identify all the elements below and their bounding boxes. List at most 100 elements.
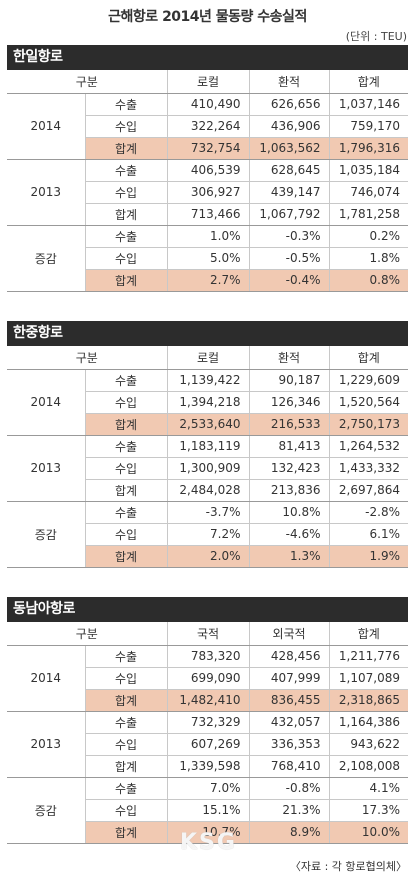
cell: 1,063,562 bbox=[248, 137, 329, 160]
cell: 1,067,792 bbox=[248, 203, 329, 226]
row-label: 합계 bbox=[84, 689, 167, 712]
cell: 126,346 bbox=[248, 391, 329, 414]
cell: 1.9% bbox=[328, 545, 408, 568]
cell: 746,074 bbox=[328, 181, 408, 204]
total-row: 합계 2,533,640 216,533 2,750,173 bbox=[7, 413, 408, 436]
cell: 768,410 bbox=[248, 755, 329, 778]
group-label: 2013 bbox=[7, 711, 85, 778]
cell: 836,455 bbox=[248, 689, 329, 712]
cell: 10.0% bbox=[328, 821, 408, 844]
header-col-2: 환적 bbox=[248, 70, 329, 94]
group-label: 2013 bbox=[7, 435, 85, 502]
table-header-row: 구분 로컬 환적 합계 bbox=[7, 70, 408, 94]
cell: 2,750,173 bbox=[328, 413, 408, 436]
cell: 410,490 bbox=[166, 93, 249, 116]
cell: 1,781,258 bbox=[328, 203, 408, 226]
table-row: 2013 수출 732,329 432,057 1,164,386 bbox=[7, 711, 408, 778]
table-row: 2014 수출 410,490 626,656 1,037,146 bbox=[7, 93, 408, 160]
table-row: 2013 수출 406,539 628,645 1,035,184 bbox=[7, 159, 408, 226]
row-label: 수입 bbox=[84, 733, 167, 756]
header-col-1: 로컬 bbox=[166, 70, 249, 94]
cell: 10.8% bbox=[248, 501, 329, 524]
cell: 1.0% bbox=[166, 225, 249, 248]
row-label: 수입 bbox=[84, 115, 167, 138]
table-row: 수입 1,300,909 132,423 1,433,332 bbox=[7, 457, 408, 480]
cell: 1,300,909 bbox=[166, 457, 249, 480]
cell: 10.7% bbox=[166, 821, 249, 844]
row-label: 수입 bbox=[84, 391, 167, 414]
group-label: 증감 bbox=[7, 777, 85, 844]
cell: 943,622 bbox=[328, 733, 408, 756]
cell: 90,187 bbox=[248, 369, 329, 392]
cell: 1,183,119 bbox=[166, 435, 249, 458]
header-col-2: 환적 bbox=[248, 346, 329, 370]
row-label: 수출 bbox=[84, 711, 167, 734]
header-category: 구분 bbox=[7, 346, 167, 370]
source-note: 〈자료 : 각 항로협의체〉 bbox=[289, 860, 407, 873]
row-label: 합계 bbox=[84, 545, 167, 568]
cell: 1,211,776 bbox=[328, 645, 408, 668]
header-category: 구분 bbox=[7, 70, 167, 94]
table-row: 합계 1,339,598 768,410 2,108,008 bbox=[7, 755, 408, 778]
cell: 2.7% bbox=[166, 269, 249, 292]
cell: 7.2% bbox=[166, 523, 249, 546]
table-row: 2013 수출 1,183,119 81,413 1,264,532 bbox=[7, 435, 408, 502]
cell: 407,999 bbox=[248, 667, 329, 690]
report-title: 근해항로 2014년 물동량 수송실적 bbox=[108, 9, 307, 25]
row-label: 수입 bbox=[84, 667, 167, 690]
cell: 17.3% bbox=[328, 799, 408, 822]
unit-label: (단위 : TEU) bbox=[345, 30, 407, 43]
section-title: 동남아항로 bbox=[7, 597, 408, 622]
row-label: 합계 bbox=[84, 755, 167, 778]
cell: 406,539 bbox=[166, 159, 249, 182]
cell: 322,264 bbox=[166, 115, 249, 138]
row-label: 합계 bbox=[84, 479, 167, 502]
total-row: 합계 2.7% -0.4% 0.8% bbox=[7, 269, 408, 292]
data-table: 구분 국적 외국적 합계 2014 수출 783,320 428,456 1,2… bbox=[7, 622, 408, 844]
cell: 1,264,532 bbox=[328, 435, 408, 458]
row-label: 수입 bbox=[84, 799, 167, 822]
table-row: 수입 699,090 407,999 1,107,089 bbox=[7, 667, 408, 690]
data-table: 구분 로컬 환적 합계 2014 수출 410,490 626,656 1,03… bbox=[7, 70, 408, 292]
cell: 628,645 bbox=[248, 159, 329, 182]
cell: 1,229,609 bbox=[328, 369, 408, 392]
table-row: 증감 수출 -3.7% 10.8% -2.8% bbox=[7, 501, 408, 568]
cell: 213,836 bbox=[248, 479, 329, 502]
cell: 1,339,598 bbox=[166, 755, 249, 778]
group-label: 증감 bbox=[7, 225, 85, 292]
cell: 626,656 bbox=[248, 93, 329, 116]
cell: 732,329 bbox=[166, 711, 249, 734]
cell: 21.3% bbox=[248, 799, 329, 822]
row-label: 수출 bbox=[84, 369, 167, 392]
header-col-3: 합계 bbox=[328, 622, 408, 646]
cell: 216,533 bbox=[248, 413, 329, 436]
row-label: 합계 bbox=[84, 413, 167, 436]
row-label: 합계 bbox=[84, 269, 167, 292]
row-label: 합계 bbox=[84, 137, 167, 160]
row-label: 수출 bbox=[84, 159, 167, 182]
cell: 2.0% bbox=[166, 545, 249, 568]
table-row: 증감 수출 7.0% -0.8% 4.1% bbox=[7, 777, 408, 844]
row-label: 수출 bbox=[84, 435, 167, 458]
section-title: 한일항로 bbox=[7, 45, 408, 70]
row-label: 수출 bbox=[84, 777, 167, 800]
row-label: 수입 bbox=[84, 181, 167, 204]
cell: 699,090 bbox=[166, 667, 249, 690]
cell: 306,927 bbox=[166, 181, 249, 204]
row-label: 수출 bbox=[84, 645, 167, 668]
cell: 1,164,386 bbox=[328, 711, 408, 734]
table-row: 합계 2,484,028 213,836 2,697,864 bbox=[7, 479, 408, 502]
group-label: 2014 bbox=[7, 369, 85, 436]
cell: 2,697,864 bbox=[328, 479, 408, 502]
header-col-2: 외국적 bbox=[248, 622, 329, 646]
section-southeast-asia: 동남아항로 구분 국적 외국적 합계 2014 수출 783,320 428,4… bbox=[7, 597, 408, 844]
cell: 2,318,865 bbox=[328, 689, 408, 712]
cell: -4.6% bbox=[248, 523, 329, 546]
cell: 1,035,184 bbox=[328, 159, 408, 182]
data-table: 구분 로컬 환적 합계 2014 수출 1,139,422 90,187 1,2… bbox=[7, 346, 408, 568]
cell: -0.8% bbox=[248, 777, 329, 800]
table-row: 수입 1,394,218 126,346 1,520,564 bbox=[7, 391, 408, 414]
total-row: 합계 1,482,410 836,455 2,318,865 bbox=[7, 689, 408, 712]
table-row: 수입 15.1% 21.3% 17.3% bbox=[7, 799, 408, 822]
row-label: 수입 bbox=[84, 457, 167, 480]
